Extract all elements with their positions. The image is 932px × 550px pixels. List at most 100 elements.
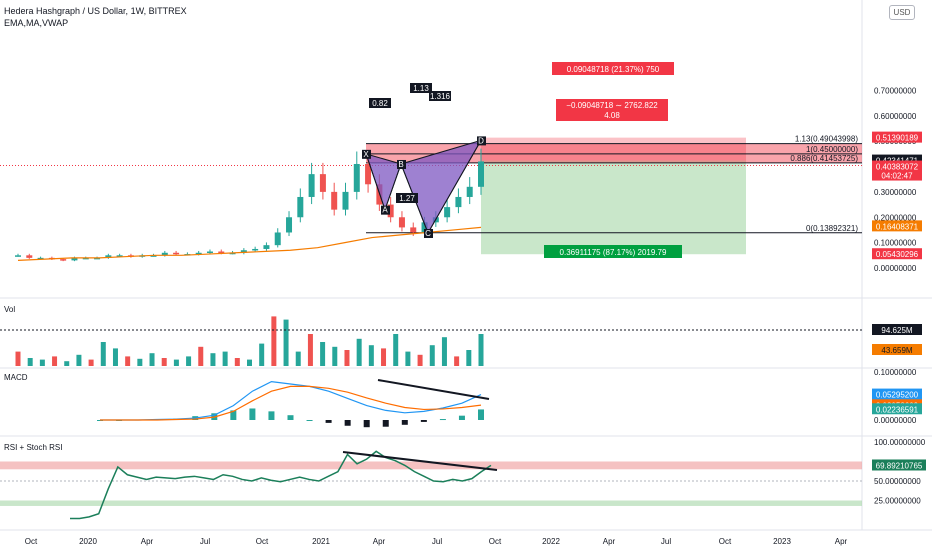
time-tick: Jul [200, 537, 210, 546]
ratio-label: 0.82 [372, 99, 388, 108]
time-tick: Jul [432, 537, 442, 546]
candle-body [60, 259, 67, 261]
candle-body [421, 222, 428, 233]
signal-line [100, 385, 482, 421]
price-tick: 0.00000000 [874, 264, 917, 273]
candle-body [286, 217, 293, 233]
volume-bar [429, 345, 435, 366]
price-axis-label: 0.40383072 [876, 163, 919, 172]
candle-body [274, 232, 281, 246]
macd-histogram-bar [249, 408, 256, 420]
fib-label: 0.886(0.41453725) [790, 154, 858, 163]
rsi-divergence-line [342, 451, 498, 471]
volume-bar [100, 342, 106, 366]
volume-bar [15, 351, 21, 366]
ratio-label: 1.27 [399, 194, 415, 203]
candle-body [455, 196, 462, 208]
price-axis-label-box [872, 248, 922, 260]
time-tick: 2022 [542, 537, 560, 546]
candle-body [218, 251, 225, 254]
currency-button[interactable]: USD [889, 5, 915, 20]
rsi-oversold-band [0, 500, 862, 506]
candle-body [365, 163, 372, 185]
price-tick: 0.70000000 [874, 86, 917, 95]
volume-bar [161, 358, 167, 366]
time-tick: Oct [256, 537, 269, 546]
candle-body [410, 227, 417, 233]
volume-bar [52, 356, 58, 366]
macd-histogram-bar [458, 415, 465, 420]
price-axis-label: 0.51390189 [876, 134, 919, 143]
ratio-label: 1.316 [430, 92, 451, 101]
macd-tick: 0.10000000 [874, 368, 917, 377]
ratio-badge [396, 193, 418, 203]
candle-body [240, 250, 247, 253]
volume-bar [283, 319, 289, 366]
stop-label: 0.09048718 (21.37%) 750 [567, 65, 660, 74]
volume-bar [405, 351, 411, 366]
volume-bar [64, 361, 70, 366]
volume-bar [466, 350, 472, 366]
macd-tick: 0.02236591 [876, 405, 919, 414]
rsi-tick: 100.00000000 [874, 438, 926, 447]
fib-label: 1(0.45000000) [806, 145, 858, 154]
ratio-badge [429, 91, 451, 101]
entry-label: −0.09048718 ∼ 2762.822 [566, 101, 658, 110]
volume-bar [222, 351, 228, 366]
volume-ma-tick: 43.659M [881, 346, 912, 355]
price-tick: 0.10000000 [874, 239, 917, 248]
volume-bar [198, 346, 204, 366]
macd-pane-label: MACD [4, 373, 28, 382]
pattern-point-label: D [478, 136, 484, 145]
macd-histogram-bar [230, 410, 237, 420]
volume-bar [247, 359, 252, 366]
price-axis-label: 0.05430296 [876, 250, 919, 259]
macd-histogram-bar [344, 420, 351, 426]
candle-body [319, 174, 326, 192]
volume-bar [356, 338, 362, 366]
candle-body [331, 191, 338, 210]
volume-bar [393, 334, 399, 366]
pattern-xab [365, 153, 402, 212]
volume-bar [27, 358, 33, 366]
time-tick: Oct [489, 537, 502, 546]
volume-bar [210, 353, 216, 366]
macd-axis-box [872, 403, 922, 415]
volume-bar [417, 354, 423, 366]
macd-histogram-bar [287, 415, 294, 420]
candle-body [478, 161, 484, 187]
time-tick: Apr [603, 537, 616, 546]
time-tick: Apr [835, 537, 848, 546]
rsi-tick: 50.00000000 [874, 477, 921, 486]
time-tick: 2021 [312, 537, 330, 546]
fib-label: 0(0.13892321) [806, 224, 858, 233]
candle-body [398, 217, 405, 228]
pattern-point-label: C [425, 229, 431, 238]
pattern-point-label: X [363, 150, 369, 159]
price-tick: 0.30000000 [874, 188, 917, 197]
candle-body [105, 255, 112, 258]
entry-label-box [556, 99, 668, 121]
volume-bar [112, 348, 118, 366]
macd-divergence-line [377, 379, 490, 400]
volume-bar [39, 359, 45, 366]
volume-bar [76, 354, 82, 366]
volume-bar [186, 356, 192, 366]
rsi-line [70, 450, 492, 520]
fib-band [366, 143, 862, 163]
volume-bar [271, 316, 277, 366]
volume-bar [88, 359, 94, 366]
pattern-point-marker [424, 228, 433, 238]
volume-bar [137, 358, 143, 366]
symbol-title[interactable]: Hedera Hashgraph / US Dollar, 1W, BITTRE… [4, 6, 187, 16]
pattern-point-marker [381, 205, 390, 215]
price-axis-label: 04:02:47 [881, 172, 913, 181]
indicator-list[interactable]: EMA,MA,VWAP [4, 18, 69, 28]
volume-bar [381, 348, 387, 366]
volume-bar [173, 359, 179, 366]
macd-histogram-bar [439, 419, 446, 421]
time-tick: Oct [719, 537, 732, 546]
price-axis-label-box [872, 169, 922, 181]
candle-body [195, 252, 202, 255]
